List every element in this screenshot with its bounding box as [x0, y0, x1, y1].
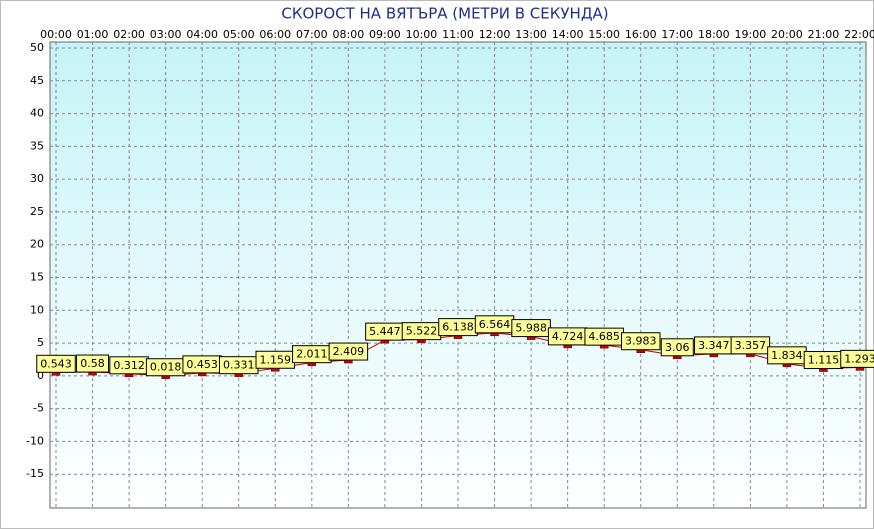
value-label-box: [76, 354, 110, 373]
value-label: 1.159: [260, 353, 292, 366]
value-label-box: [620, 332, 661, 351]
value-label: 0.312: [113, 359, 145, 372]
x-tick-label: 00:00: [40, 28, 72, 41]
y-tick-label: 5: [37, 336, 44, 349]
y-tick-label: -5: [33, 402, 44, 415]
x-tick-label: 08:00: [333, 28, 365, 41]
x-tick-label: 02:00: [113, 28, 145, 41]
y-tick-label: 40: [30, 107, 44, 120]
value-label-box: [730, 336, 771, 355]
value-label-box: [660, 338, 694, 357]
x-tick-label: 07:00: [296, 28, 328, 41]
value-label: 3.06: [665, 341, 690, 354]
value-label: 1.834: [771, 349, 803, 362]
value-label: 0.58: [80, 357, 105, 370]
value-label: 2.011: [296, 348, 328, 361]
y-tick-label: 30: [30, 172, 44, 185]
chart-title: СКОРОСТ НА ВЯТЪРА (МЕТРИ В СЕКУНДА): [281, 5, 608, 23]
value-label: 0.543: [40, 357, 72, 370]
y-tick-label: 10: [30, 303, 44, 316]
x-tick-label: 16:00: [625, 28, 657, 41]
value-label: 2.409: [333, 345, 365, 358]
x-tick-label: 19:00: [735, 28, 767, 41]
x-tick-label: 10:00: [406, 28, 438, 41]
y-tick-label: 20: [30, 238, 44, 251]
x-tick-label: 04:00: [186, 28, 218, 41]
value-label: 0.018: [150, 361, 182, 374]
value-label-box: [36, 354, 76, 373]
value-label: 1.293: [844, 352, 874, 365]
plot-area: [49, 41, 867, 509]
x-tick-label: 06:00: [259, 28, 291, 41]
x-tick-label: 20:00: [771, 28, 803, 41]
value-label: 3.357: [735, 339, 767, 352]
x-tick-label: 22:00: [844, 28, 874, 41]
value-label: 6.564: [479, 318, 511, 331]
y-tick-label: 45: [30, 74, 44, 87]
y-tick-label: 25: [30, 205, 44, 218]
x-tick-label: 05:00: [223, 28, 255, 41]
value-label: 0.453: [186, 358, 218, 371]
value-label: 3.983: [625, 335, 657, 348]
x-tick-label: 21:00: [808, 28, 840, 41]
x-tick-label: 11:00: [442, 28, 474, 41]
value-label: 1.115: [808, 354, 840, 367]
value-label: 3.347: [698, 339, 730, 352]
x-tick-label: 03:00: [150, 28, 182, 41]
value-label: 5.447: [369, 325, 401, 338]
y-tick-label: 0: [37, 369, 44, 382]
value-label: 4.724: [552, 330, 584, 343]
x-tick-label: 18:00: [698, 28, 730, 41]
value-label: 5.522: [406, 325, 438, 338]
x-tick-label: 09:00: [369, 28, 401, 41]
value-label: 5.988: [515, 322, 547, 335]
value-label: 0.331: [223, 359, 255, 372]
x-tick-label: 12:00: [479, 28, 511, 41]
y-tick-label: -15: [26, 467, 44, 480]
value-label: 4.685: [588, 330, 620, 343]
value-label: 6.138: [442, 321, 474, 334]
y-tick-label: 15: [30, 271, 44, 284]
x-tick-label: 17:00: [661, 28, 693, 41]
y-tick-label: 35: [30, 139, 44, 152]
x-tick-label: 13:00: [515, 28, 547, 41]
x-tick-label: 01:00: [77, 28, 109, 41]
value-label-box: [840, 349, 874, 368]
value-label-box: [328, 342, 369, 361]
y-tick-label: -10: [26, 434, 44, 447]
x-tick-label: 14:00: [552, 28, 584, 41]
x-tick-label: 15:00: [588, 28, 620, 41]
y-tick-label: 50: [30, 41, 44, 54]
